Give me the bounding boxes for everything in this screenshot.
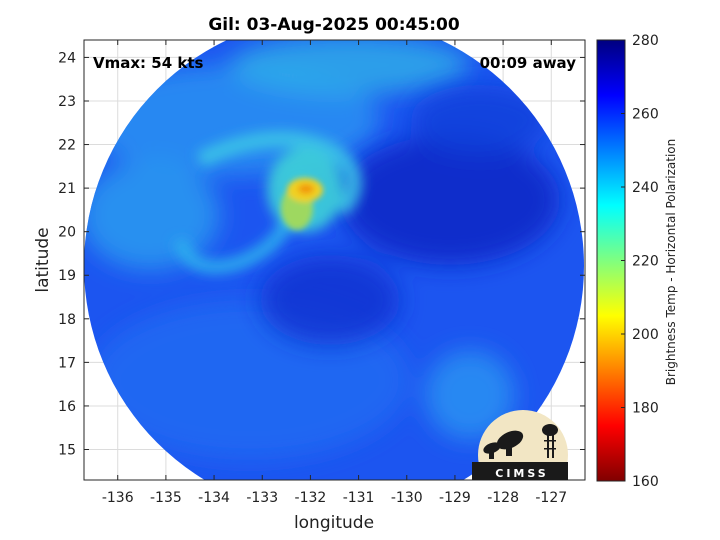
y-tick-label: 24 xyxy=(58,50,76,66)
chart-title: Gil: 03-Aug-2025 00:45:00 xyxy=(208,15,459,35)
x-tick-label: -135 xyxy=(150,490,182,506)
x-tick-label: -133 xyxy=(246,490,278,506)
colorbar-tick-label: 160 xyxy=(632,474,659,490)
swath-spiral-band-2 xyxy=(196,131,362,217)
colorbar-ticks: 160 180 200 220 240 260 280 xyxy=(621,33,659,490)
plot-frame xyxy=(83,39,586,481)
x-tick-label: -129 xyxy=(439,490,471,506)
swath-image xyxy=(84,40,584,480)
logo-text: CIMSS xyxy=(495,467,548,480)
colorbar-tick-label: 200 xyxy=(632,327,659,343)
colorbar-tick-label: 240 xyxy=(632,180,659,196)
y-tick-label: 19 xyxy=(58,268,76,284)
colorbar-label: Brightness Temp - Horizontal Polarizatio… xyxy=(664,139,678,386)
y-tick-label: 21 xyxy=(58,181,76,197)
swath-north-top xyxy=(230,40,470,95)
y-tick-label: 15 xyxy=(58,443,76,459)
y-axis-label: latitude xyxy=(33,227,53,292)
plot-area: -136 -135 -134 -133 -132 -131 -130 -129 -128 -127… xyxy=(58,39,586,506)
colorbar-tick-label: 260 xyxy=(632,107,659,123)
logo-base xyxy=(472,462,568,480)
swath-cold-northeast xyxy=(410,85,550,155)
y-tick-label: 22 xyxy=(58,138,76,154)
swath-cold-center xyxy=(260,255,400,345)
x-axis-ticks: -136 -135 -134 -133 -132 -131 -130 -129 -128 -127 xyxy=(102,40,567,506)
y-tick-label: 20 xyxy=(58,225,76,241)
colorbar-tick-label: 280 xyxy=(632,33,659,49)
time-away-annotation: 00:09 away xyxy=(480,54,577,72)
logo-dish-icon xyxy=(483,430,524,459)
x-axis-label: longitude xyxy=(294,513,374,533)
x-tick-label: -127 xyxy=(535,490,567,506)
swath-cold-east xyxy=(340,135,560,265)
y-tick-label: 17 xyxy=(58,355,76,371)
y-tick-label: 18 xyxy=(58,312,76,328)
y-axis-ticks: 15 16 17 18 19 20 21 22 23 24 xyxy=(58,50,585,459)
colorbar-tick-label: 180 xyxy=(632,401,659,417)
x-tick-label: -128 xyxy=(487,490,519,506)
vmax-annotation: Vmax: 54 kts xyxy=(93,54,203,72)
colorbar-tick-label: 220 xyxy=(632,254,659,270)
y-tick-label: 23 xyxy=(58,94,76,110)
logo-tower-icon xyxy=(542,424,558,458)
x-tick-label: -132 xyxy=(295,490,327,506)
y-tick-label: 16 xyxy=(58,399,76,415)
swath-warm-core-center xyxy=(298,184,314,194)
x-tick-label: -130 xyxy=(391,490,423,506)
x-tick-label: -131 xyxy=(343,490,375,506)
colorbar-gradient xyxy=(596,39,626,482)
swath-southeast-band xyxy=(425,350,515,440)
x-tick-label: -136 xyxy=(102,490,134,506)
x-tick-label: -134 xyxy=(198,490,230,506)
cimss-logo: CIMSS xyxy=(472,410,568,480)
colorbar: 160 180 200 220 240 260 280 Brightness Temp - … xyxy=(596,33,678,490)
swath-west-band xyxy=(84,160,220,270)
